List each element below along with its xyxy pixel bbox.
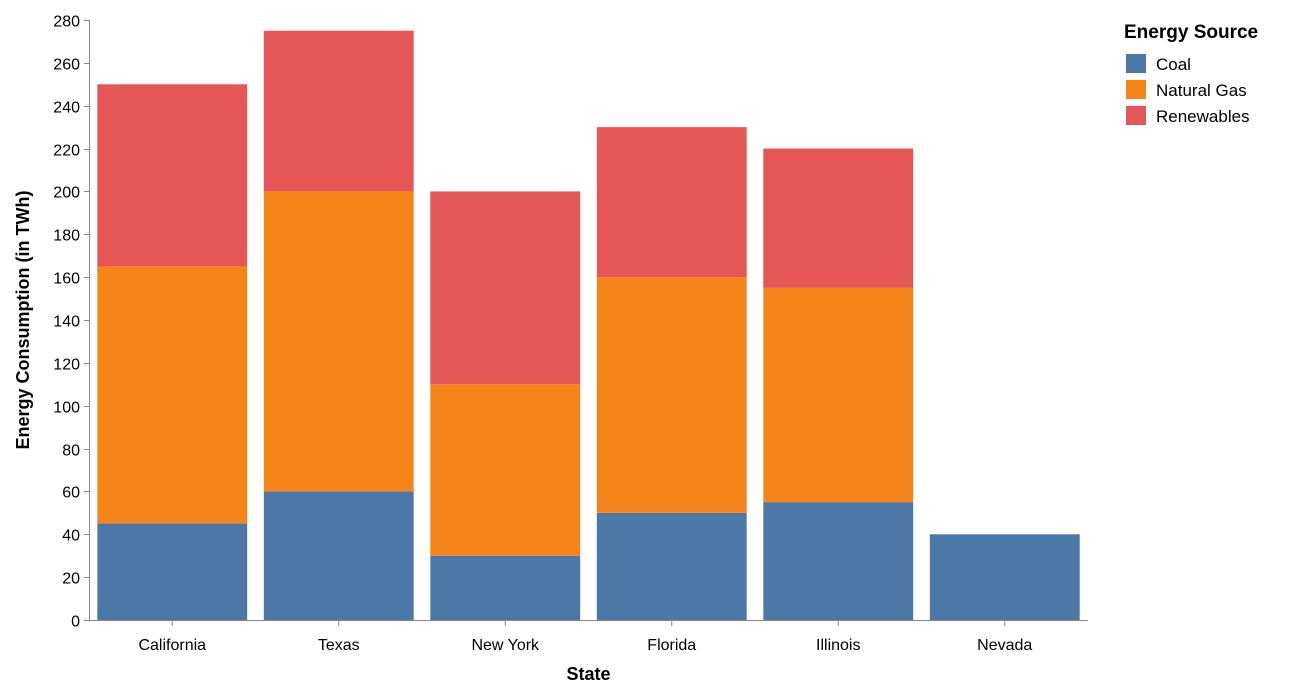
legend-label: Coal <box>1156 55 1191 74</box>
bar-california-renewables <box>97 84 248 267</box>
y-tick-label: 180 <box>53 228 80 245</box>
y-tick-label: 160 <box>53 271 80 288</box>
legend: Energy Source Coal Natural Gas Renewables <box>1124 22 1258 126</box>
y-tick-label: 20 <box>62 571 80 588</box>
y-tick-label: 140 <box>53 314 80 331</box>
y-tick-label: 100 <box>53 400 80 417</box>
bar-florida-renewables <box>596 127 747 278</box>
legend-swatch-natural-gas <box>1126 80 1146 99</box>
bar-new-york-coal <box>430 555 581 620</box>
y-tick-label: 260 <box>53 57 80 74</box>
legend-swatch-coal <box>1126 54 1146 73</box>
y-tick-label: 0 <box>71 614 80 631</box>
y-tick-label: 280 <box>53 14 80 31</box>
legend-swatch-renewables <box>1126 106 1146 125</box>
bar-illinois-natural-gas <box>763 287 914 503</box>
y-axis-title: Energy Consumption (in TWh) <box>13 191 33 450</box>
x-tick-label: New York <box>471 637 540 654</box>
bar-illinois-renewables <box>763 148 914 288</box>
bars-layer <box>97 30 1080 620</box>
x-tick-label: Florida <box>647 637 696 654</box>
bar-texas-renewables <box>263 30 414 192</box>
bar-florida-coal <box>596 512 747 620</box>
legend-title: Energy Source <box>1124 22 1258 43</box>
y-axis: 0 20 40 60 80 100 120 140 160 180 200 220 240 260 280 <box>53 14 90 631</box>
bar-texas-coal <box>263 491 414 620</box>
x-tick-label: California <box>138 637 206 654</box>
bar-texas-natural-gas <box>263 191 414 492</box>
x-tick-label: Nevada <box>977 637 1032 654</box>
y-tick-label: 60 <box>62 485 80 502</box>
bar-florida-natural-gas <box>596 277 747 513</box>
x-axis-title: State <box>566 664 610 684</box>
y-tick-label: 40 <box>62 528 80 545</box>
bar-new-york-renewables <box>430 191 581 385</box>
y-tick-label: 80 <box>62 443 80 460</box>
bar-illinois-coal <box>763 502 914 620</box>
legend-label: Renewables <box>1156 107 1250 126</box>
bar-nevada-coal <box>929 534 1080 620</box>
legend-label: Natural Gas <box>1156 81 1247 100</box>
y-tick-label: 240 <box>53 100 80 117</box>
bar-new-york-natural-gas <box>430 384 581 556</box>
x-tick-label: Texas <box>318 637 360 654</box>
bar-california-coal <box>97 523 248 620</box>
x-tick-label: Illinois <box>816 637 860 654</box>
y-tick-label: 200 <box>53 185 80 202</box>
y-tick-label: 220 <box>53 143 80 160</box>
y-tick-label: 120 <box>53 357 80 374</box>
x-axis: California Texas New York Florida Illinois Ne… <box>89 620 1088 654</box>
bar-california-natural-gas <box>97 266 248 524</box>
